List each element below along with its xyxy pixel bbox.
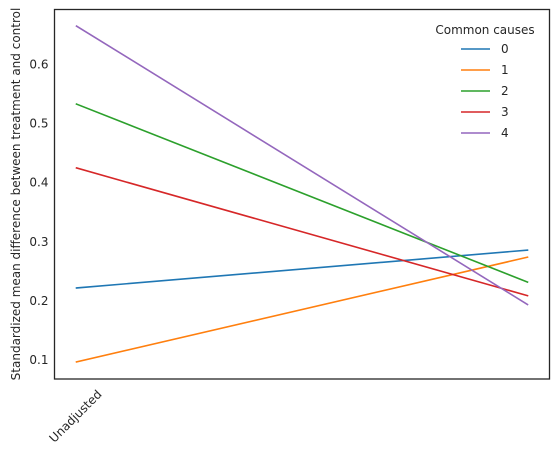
y-tick-label: 0.5 — [29, 117, 48, 131]
legend-items: 0 1 2 3 4 — [461, 42, 509, 140]
plot-area — [53, 8, 551, 380]
series-line-4 — [75, 24, 529, 306]
legend-label: 0 — [501, 42, 509, 56]
legend-title: Common causes — [435, 23, 534, 37]
x-axis-ticks: Unadjusted — [46, 387, 104, 445]
y-tick-label: 0.4 — [29, 176, 48, 190]
legend-label: 1 — [501, 63, 509, 77]
y-axis-ticks: 0.1 0.2 0.3 0.4 0.5 0.6 — [29, 57, 48, 367]
y-tick-label: 0.2 — [29, 294, 48, 308]
x-tick-label: Unadjusted — [46, 387, 104, 445]
y-axis-label: Standardized mean difference between tre… — [9, 8, 23, 381]
legend: Common causes 0 1 2 3 4 — [435, 23, 534, 140]
y-tick-label: 0.6 — [29, 57, 48, 71]
series-line-2 — [75, 103, 529, 284]
series-lines — [75, 24, 529, 363]
y-tick-label: 0.1 — [29, 353, 48, 367]
legend-label: 4 — [501, 126, 509, 140]
y-tick-label: 0.3 — [29, 235, 48, 249]
legend-label: 3 — [501, 105, 509, 119]
series-line-3 — [75, 166, 529, 297]
legend-label: 2 — [501, 84, 509, 98]
series-line-0 — [75, 249, 529, 289]
